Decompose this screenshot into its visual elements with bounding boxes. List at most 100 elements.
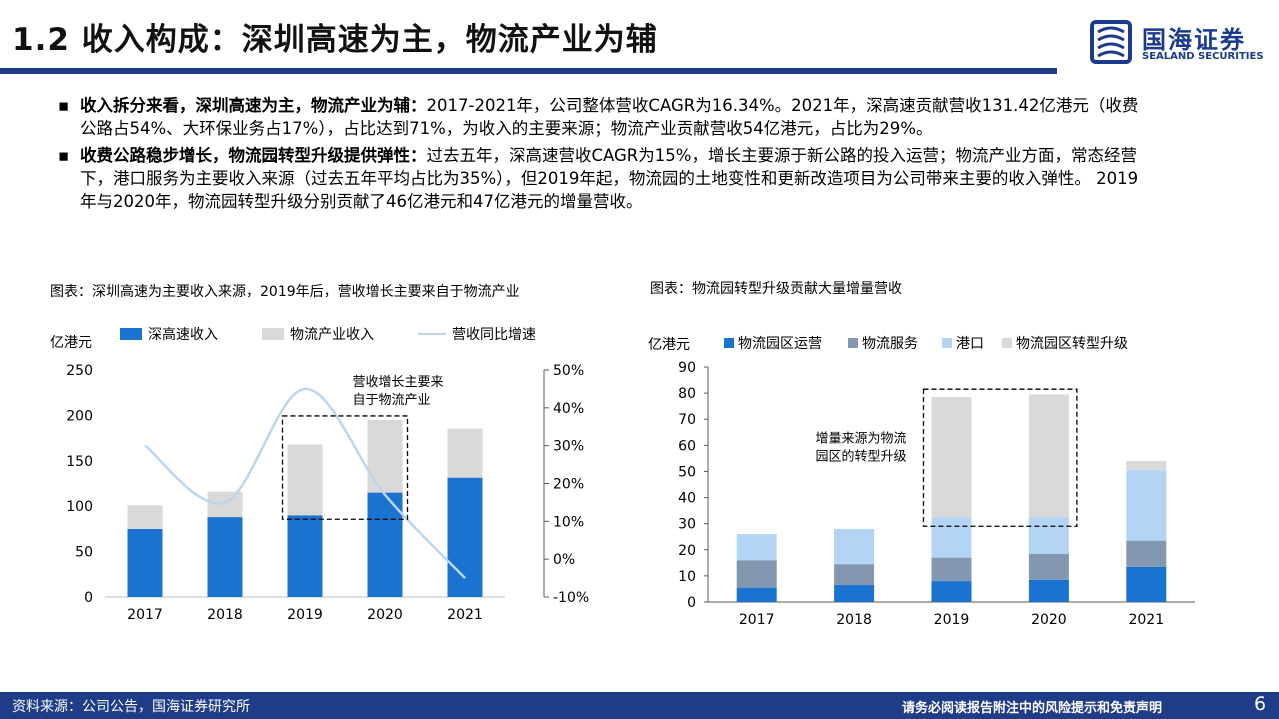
legend-swatch-logistics	[262, 328, 284, 340]
y-tick-label: 40	[678, 491, 696, 507]
y-tick-label: 30	[678, 517, 696, 533]
bar-sz-expressway	[367, 492, 403, 597]
chart2-caption: 图表：物流园转型升级贡献大量增量营收	[650, 281, 902, 297]
sealand-logo-icon	[1090, 20, 1132, 64]
bar-logistics	[207, 491, 243, 518]
bullet-text: 过去五年，深高速营收CAGR为15%，增长主要源于新公路的投入运营；物流产业方面…	[80, 146, 1139, 211]
legend-swatch	[1002, 338, 1012, 348]
y-tick-label: 0	[687, 595, 696, 611]
legend-label: 港口	[956, 336, 984, 352]
y-tick-label: 250	[66, 363, 93, 379]
logo-name: 国海证券	[1142, 26, 1246, 54]
bullet-heading: 收费公路稳步增长，物流园转型升级提供弹性：	[80, 146, 427, 165]
disclaimer: 请务必阅读报告附注中的风险提示和免责声明	[902, 701, 1163, 716]
legend-swatch	[942, 338, 952, 348]
bar-logistics-service	[1028, 553, 1069, 580]
bar-sz-expressway	[127, 528, 163, 597]
y-axis-label: 亿港元	[648, 337, 690, 353]
revenue-structure-chart: 亿港元 深高速收入 物流产业收入 营收同比增速 0 50 100 150 200 250 -10% 0…	[50, 326, 589, 623]
x-tick-label: 2021	[1128, 612, 1164, 628]
bar-port	[1126, 470, 1167, 541]
bullet-icon: ▪	[58, 146, 70, 165]
legend-label: 营收同比增速	[452, 327, 536, 343]
bar-logistics	[287, 444, 323, 516]
bullet-item: ▪ 收费公路稳步增长，物流园转型升级提供弹性：过去五年，深高速营收CAGR为15…	[58, 144, 1148, 213]
bar-port	[931, 517, 972, 558]
chart1-caption: 图表：深圳高速为主要收入来源，2019年后，营收增长主要来自于物流产业	[50, 284, 520, 300]
bar-sz-expressway	[287, 515, 323, 597]
logistics-revenue-chart: 亿港元 物流园区运营 物流服务 港口 物流园区转型升级 0 10 20 30 40 50 60 70 80…	[648, 336, 1195, 628]
bar-park-transformation	[931, 397, 972, 518]
y-tick-label: 150	[66, 454, 93, 470]
bar-port	[834, 528, 875, 565]
bar-park-transformation	[1028, 394, 1069, 518]
bar-logistics	[367, 419, 403, 493]
y-tick-label: 50	[75, 545, 93, 561]
legend-label: 物流园区运营	[738, 336, 822, 352]
bar-park-transformation	[1126, 461, 1167, 471]
y2-tick-label: 50%	[553, 363, 584, 379]
y-tick-label: 50	[678, 464, 696, 480]
bar-park-operation	[1028, 579, 1069, 602]
bar-park-operation	[834, 585, 875, 602]
bar-port	[1028, 517, 1069, 554]
page-number: 6	[1254, 693, 1267, 715]
bullet-list: ▪ 收入拆分来看，深圳高速为主，物流产业为辅：2017-2021年，公司整体营收…	[58, 94, 1148, 217]
y-tick-label: 100	[66, 499, 93, 515]
y2-tick-label: 30%	[553, 439, 584, 455]
bar-sz-expressway	[447, 477, 483, 597]
legend-label: 物流产业收入	[290, 327, 374, 343]
highlight-box	[922, 388, 1078, 527]
bar-port	[736, 534, 777, 561]
annotation-text: 营收增长主要来	[353, 375, 444, 390]
bar-park-operation	[1126, 566, 1167, 602]
annotation-text: 自于物流产业	[353, 393, 431, 408]
bar-logistics-service	[736, 560, 777, 588]
logo-english-name: SEALAND SECURITIES	[1142, 51, 1264, 62]
brand-logo: 国海证券 SEALAND SECURITIES	[1088, 18, 1273, 66]
y2-tick-label: 10%	[553, 514, 584, 530]
growth-rate-line	[144, 387, 466, 579]
annotation-text: 园区的转型升级	[816, 449, 907, 465]
bullet-heading: 收入拆分来看，深圳高速为主，物流产业为辅：	[80, 96, 427, 115]
bullet-icon: ▪	[58, 96, 70, 115]
legend-label: 深高速收入	[148, 326, 218, 343]
bullet-text: 2017-2021年，公司整体营收CAGR为16.34%。2021年，深高速贡献…	[80, 96, 1139, 138]
y-tick-label: 10	[678, 569, 696, 585]
bar-logistics	[447, 428, 483, 478]
legend-swatch-sz-expressway	[120, 328, 142, 340]
bar-logistics-service	[1126, 540, 1167, 567]
x-tick-label: 2017	[739, 612, 775, 628]
bar-logistics-service	[834, 564, 875, 586]
y2-tick-label: 40%	[553, 401, 584, 417]
x-tick-label: 2020	[1031, 612, 1067, 628]
y-tick-label: 200	[66, 408, 93, 424]
y-tick-label: 0	[84, 590, 93, 606]
highlight-box	[281, 415, 409, 520]
bar-park-operation	[931, 581, 972, 602]
y-tick-label: 90	[678, 360, 696, 376]
x-tick-label: 2017	[127, 607, 163, 623]
legend-label: 物流园区转型升级	[1016, 336, 1128, 352]
x-tick-label: 2018	[836, 612, 872, 628]
y-tick-label: 80	[678, 386, 696, 402]
x-tick-label: 2020	[367, 607, 403, 623]
bar-sz-expressway	[207, 517, 243, 597]
y-tick-label: 60	[678, 438, 696, 454]
bar-park-operation	[736, 587, 777, 602]
bar-logistics-service	[931, 557, 972, 582]
y-axis-label: 亿港元	[50, 335, 92, 351]
y2-tick-label: -10%	[553, 590, 589, 606]
page-title: 1.2 收入构成：深圳高速为主，物流产业为辅	[12, 22, 658, 58]
y2-tick-label: 0%	[553, 552, 575, 568]
y-tick-label: 70	[678, 412, 696, 428]
y2-tick-label: 20%	[553, 477, 584, 493]
x-tick-label: 2019	[934, 612, 970, 628]
x-tick-label: 2018	[207, 607, 243, 623]
legend-swatch	[724, 338, 734, 348]
legend-swatch	[848, 338, 858, 348]
footer-bar: 资料来源：公司公告，国海证券研究所 请务必阅读报告附注中的风险提示和免责声明 6	[0, 692, 1279, 719]
x-tick-label: 2021	[447, 607, 483, 623]
bullet-item: ▪ 收入拆分来看，深圳高速为主，物流产业为辅：2017-2021年，公司整体营收…	[58, 94, 1148, 140]
bar-logistics	[127, 505, 163, 529]
